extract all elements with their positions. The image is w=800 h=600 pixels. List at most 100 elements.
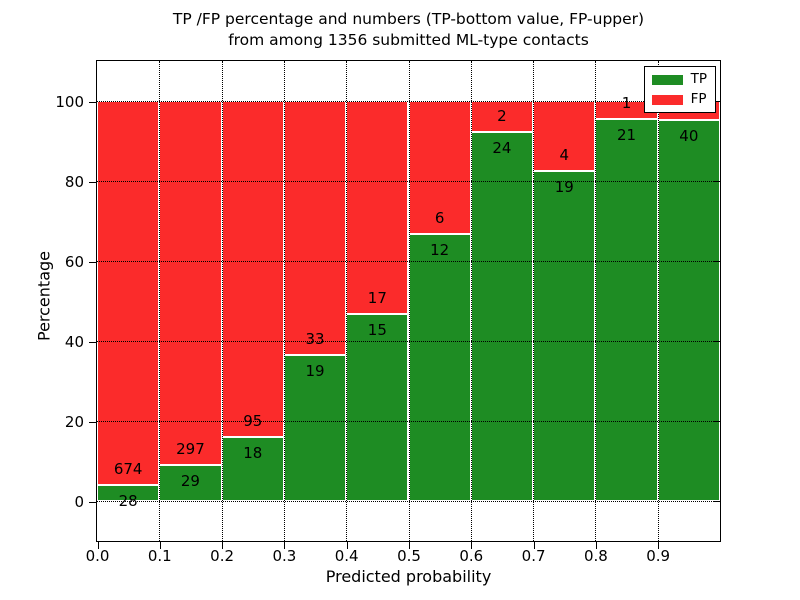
x-tick — [97, 541, 99, 549]
y-tick-label: 20 — [64, 412, 84, 431]
y-tick — [89, 501, 96, 503]
bar-segment-tp — [533, 170, 596, 501]
gridline-horizontal — [97, 101, 720, 102]
tp-count-label: 15 — [367, 320, 387, 339]
x-tick-label: 0.5 — [397, 547, 421, 565]
gridline-horizontal — [97, 501, 720, 502]
legend-row: TP — [651, 71, 707, 87]
tp-count-label: 21 — [617, 126, 637, 145]
x-tick-label: 0.1 — [147, 547, 172, 565]
y-tick — [89, 181, 96, 183]
fp-count-label: 33 — [305, 329, 325, 348]
y-tick-label: 60 — [64, 252, 84, 271]
legend-label-fp: FP — [690, 91, 707, 107]
legend-row: FP — [651, 91, 707, 107]
fp-count-label: 95 — [243, 412, 263, 431]
fp-count-label: 4 — [559, 145, 570, 164]
gridline-vertical — [283, 61, 285, 541]
x-axis-label: Predicted probability — [325, 567, 492, 586]
y-tick-right — [713, 341, 720, 342]
y-tick — [89, 101, 96, 103]
chart-title-line2: from among 1356 submitted ML-type contac… — [228, 31, 589, 49]
x-tick-label: 0.3 — [272, 547, 297, 565]
chart-title: TP /FP percentage and numbers (TP-bottom… — [97, 9, 720, 51]
tp-count-label: 29 — [180, 472, 200, 491]
gridline-horizontal — [97, 261, 720, 262]
gridline-vertical — [221, 61, 223, 541]
legend: TP FP — [643, 66, 716, 113]
fp-count-label: 1 — [621, 94, 632, 113]
bar-segment-tp — [595, 119, 658, 501]
y-tick-right — [713, 501, 720, 502]
x-tick — [222, 541, 224, 549]
bar-segment-tp — [283, 354, 347, 501]
y-tick-right — [713, 421, 720, 422]
bar-segment-tp — [657, 120, 720, 501]
x-tick-label: 0.7 — [521, 547, 546, 565]
x-tick-label: 0.0 — [85, 547, 110, 565]
y-tick — [89, 421, 96, 423]
bar-segment-tp — [408, 234, 471, 501]
bar-segment-fp — [159, 101, 222, 466]
tp-count-label: 28 — [118, 492, 138, 511]
chart-title-line1: TP /FP percentage and numbers (TP-bottom… — [172, 10, 645, 28]
x-tick — [471, 541, 473, 549]
tp-count-label: 40 — [679, 127, 699, 146]
gridline-vertical — [657, 61, 659, 541]
x-tick — [346, 541, 348, 549]
gridline-vertical — [595, 61, 597, 541]
bar-segment-tp — [159, 465, 222, 501]
plot-area: 6742829729951833191715612224419121240TPF… — [96, 60, 721, 542]
gridline-horizontal — [97, 181, 720, 182]
fp-count-label: 17 — [367, 288, 387, 307]
gridline-vertical — [408, 61, 410, 541]
y-tick-label: 40 — [64, 332, 84, 351]
y-tick-right — [713, 101, 720, 102]
bar-segment-fp — [283, 101, 347, 355]
bar-segment-tp — [97, 485, 160, 501]
tp-count-label: 18 — [243, 444, 263, 463]
y-tick-label: 100 — [55, 92, 84, 111]
tp-count-label: 12 — [430, 241, 450, 260]
x-tick-label: 0.4 — [334, 547, 359, 565]
bar-segment-fp — [346, 101, 409, 314]
tp-count-label: 19 — [554, 177, 574, 196]
legend-swatch-fp — [651, 94, 683, 105]
legend-label-tp: TP — [690, 71, 707, 87]
bar-segment-fp — [97, 101, 160, 486]
y-tick — [89, 261, 96, 263]
x-tick — [284, 541, 286, 549]
fp-count-label: 6 — [434, 209, 445, 228]
y-tick — [89, 341, 96, 343]
x-tick — [533, 541, 535, 549]
x-tick-label: 0.8 — [583, 547, 608, 565]
bar-segment-tp — [221, 437, 284, 501]
tp-count-label: 24 — [492, 138, 512, 157]
y-tick-right — [713, 261, 720, 262]
fp-count-label: 674 — [113, 460, 143, 479]
gridline-vertical — [470, 61, 472, 541]
x-tick-label: 0.9 — [646, 547, 671, 565]
fp-count-label: 297 — [176, 440, 205, 459]
x-tick — [658, 541, 660, 549]
bar-segment-fp — [533, 101, 596, 171]
x-tick — [159, 541, 161, 549]
x-tick-label: 0.2 — [210, 547, 235, 565]
bar-segment-fp — [221, 101, 284, 438]
y-tick-label: 80 — [64, 172, 84, 191]
gridline-vertical — [159, 61, 161, 541]
fp-count-label: 2 — [497, 106, 507, 125]
gridline-horizontal — [97, 341, 720, 342]
x-tick-label: 0.6 — [459, 547, 484, 565]
y-tick-right — [713, 181, 720, 182]
gridline-vertical — [346, 61, 348, 541]
bar-segment-tp — [470, 131, 534, 501]
gridline-horizontal — [97, 421, 720, 422]
y-tick-label: 0 — [74, 492, 84, 511]
legend-swatch-tp — [651, 74, 683, 85]
x-tick — [595, 541, 597, 549]
x-tick — [409, 541, 410, 549]
tp-count-label: 19 — [305, 361, 325, 380]
gridline-vertical — [533, 61, 535, 541]
